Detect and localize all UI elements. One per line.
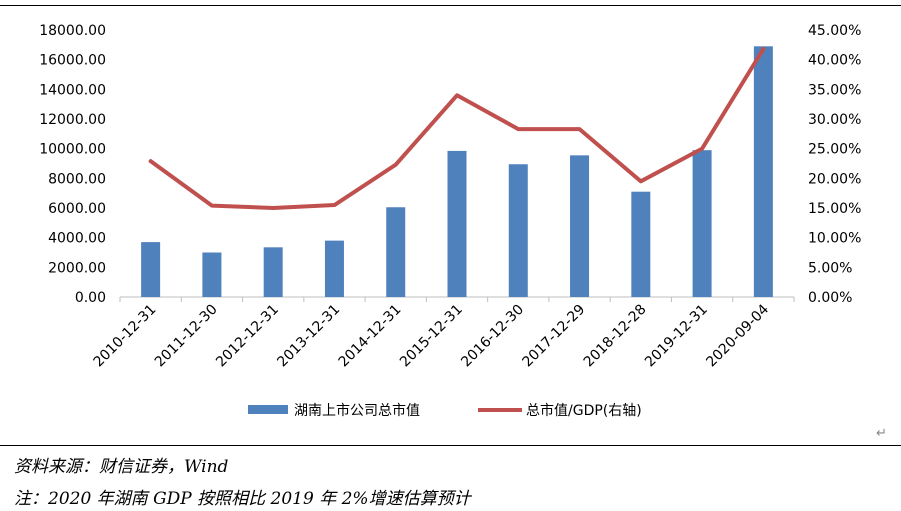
right-y-axis: 0.00% 5.00% 10.00% 15.00% 20.00% 25.00% 30.00%… — [808, 23, 861, 306]
bar — [386, 207, 406, 297]
right-tick-label: 40.00% — [808, 53, 861, 69]
left-tick-label: 16000.00 — [39, 53, 106, 69]
x-tick-label: 2020-09-04 — [703, 301, 772, 370]
bar-series — [141, 46, 773, 297]
x-tick-label: 2017-12-29 — [520, 302, 589, 371]
bar — [570, 155, 590, 297]
line-path — [148, 46, 766, 210]
bar — [447, 150, 467, 297]
x-tick-label: 2010-12-31 — [91, 302, 160, 371]
bar — [263, 247, 283, 297]
legend-bar-label: 湖南上市公司总市值 — [294, 402, 420, 419]
left-tick-label: 10000.00 — [39, 142, 106, 158]
bar — [508, 164, 528, 297]
right-tick-label: 10.00% — [808, 231, 861, 247]
bar — [324, 240, 344, 297]
x-tick-label: 2016-12-30 — [458, 302, 527, 371]
legend: 湖南上市公司总市值 总市值/GDP(右轴) — [248, 402, 642, 419]
legend-line-label: 总市值/GDP(右轴) — [526, 402, 642, 419]
chart: 0.00 2000.00 4000.00 6000.00 8000.00 10000.00… — [39, 23, 861, 419]
bottom-rule — [0, 445, 901, 446]
right-tick-label: 15.00% — [808, 201, 861, 217]
line-series — [148, 46, 766, 210]
return-mark: ↵ — [876, 426, 887, 441]
right-tick-label: 25.00% — [808, 142, 861, 158]
bar — [753, 46, 773, 297]
right-tick-label: 45.00% — [808, 23, 861, 39]
source-note: 资料来源：财信证券，Wind — [14, 457, 229, 477]
right-tick-label: 30.00% — [808, 112, 861, 128]
top-rule — [0, 5, 901, 6]
x-axis: 2010-12-312011-12-302012-12-312013-12-31… — [91, 296, 795, 371]
left-tick-label: 14000.00 — [39, 82, 106, 98]
x-tick-label: 2019-12-31 — [642, 302, 711, 371]
right-tick-label: 5.00% — [808, 260, 852, 276]
left-tick-label: 6000.00 — [48, 201, 106, 217]
left-tick-label: 4000.00 — [48, 231, 106, 247]
bar — [631, 191, 651, 297]
left-tick-label: 2000.00 — [48, 260, 106, 276]
left-y-axis: 0.00 2000.00 4000.00 6000.00 8000.00 10000.00… — [39, 23, 106, 306]
right-tick-label: 0.00% — [808, 290, 852, 306]
legend-bar-swatch — [248, 405, 288, 414]
left-tick-label: 18000.00 — [39, 23, 106, 39]
estimate-note: 注：2020 年湖南 GDP 按照相比 2019 年 2%增速估算预计 — [14, 489, 471, 509]
left-tick-label: 12000.00 — [39, 112, 106, 128]
bar — [141, 242, 161, 297]
right-tick-label: 20.00% — [808, 171, 861, 187]
x-tick-label: 2013-12-31 — [274, 302, 343, 371]
x-tick-label: 2015-12-31 — [397, 302, 466, 371]
bar — [692, 150, 712, 297]
right-tick-label: 35.00% — [808, 82, 861, 98]
x-tick-label: 2011-12-30 — [152, 302, 221, 371]
bar — [202, 252, 222, 297]
x-tick-label: 2018-12-28 — [581, 302, 650, 371]
x-tick-label: 2012-12-31 — [213, 302, 282, 371]
x-tick-label: 2014-12-31 — [336, 302, 405, 371]
left-tick-label: 8000.00 — [48, 171, 106, 187]
left-tick-label: 0.00 — [75, 290, 106, 306]
